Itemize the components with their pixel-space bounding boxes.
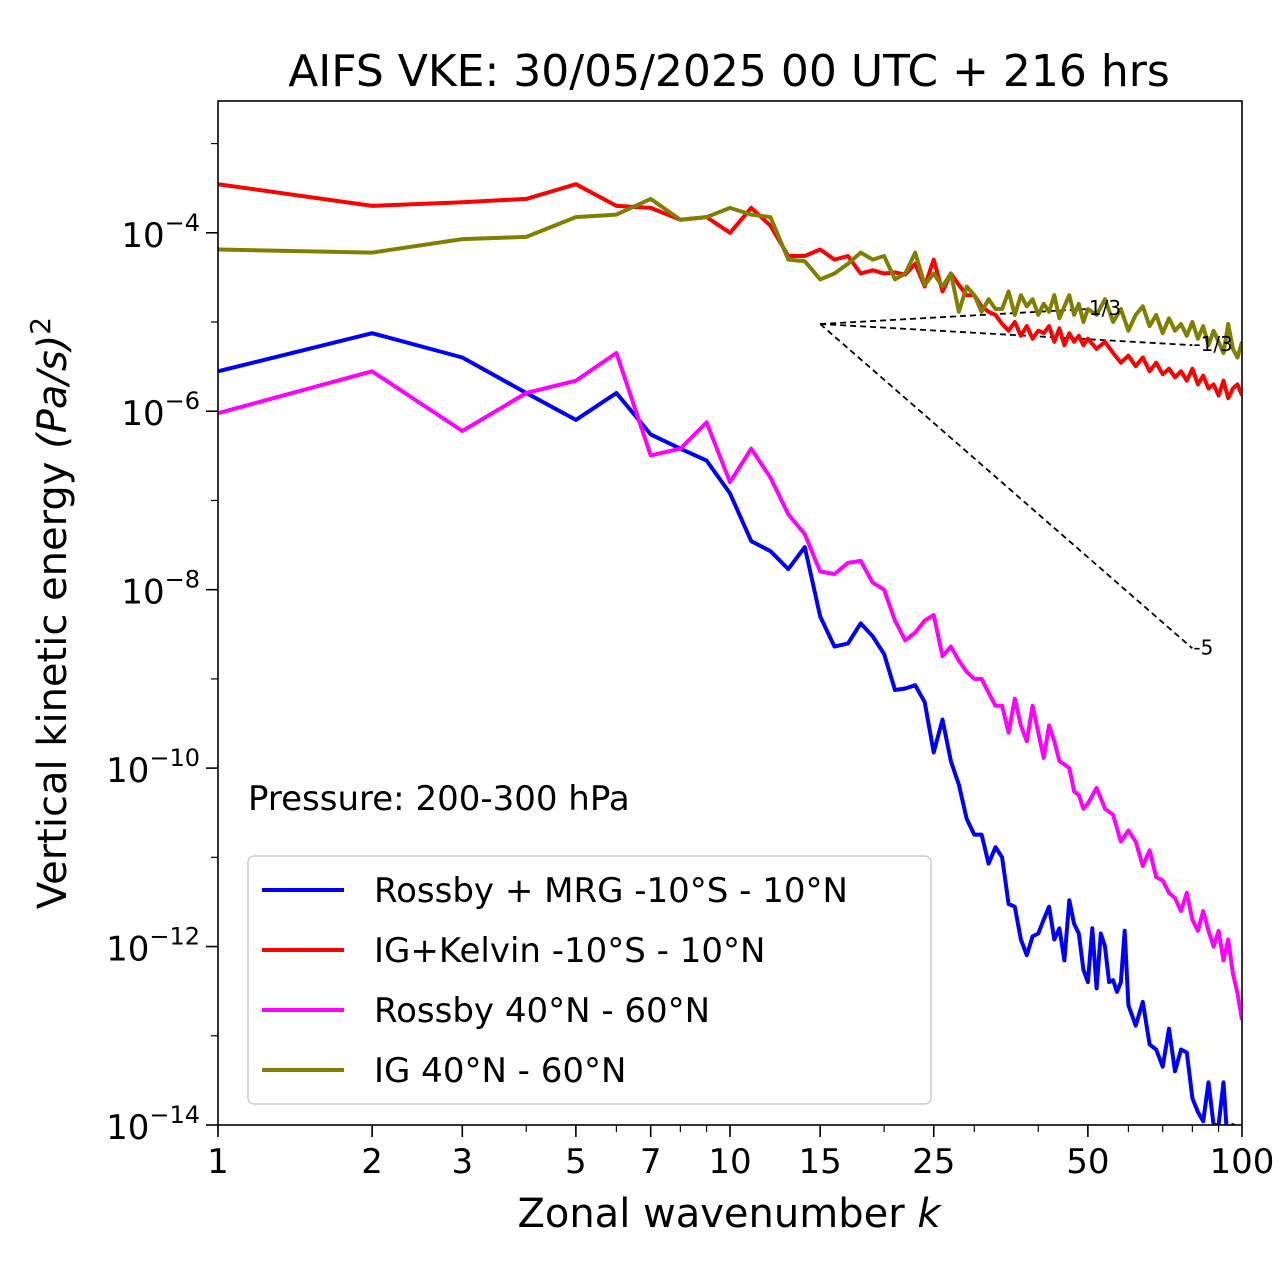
x-tick-label: 2	[361, 1142, 383, 1182]
legend-label: IG 40°N - 60°N	[374, 1051, 626, 1091]
x-tick-label: 15	[799, 1142, 842, 1182]
x-tick-label: 1	[207, 1142, 229, 1182]
reference-slope-labels: 1/3 -1/3 -5	[1089, 296, 1233, 659]
legend-label: Rossby 40°N - 60°N	[374, 991, 710, 1031]
chart-legend: Rossby + MRG -10°S - 10°N IG+Kelvin -10°S…	[247, 855, 932, 1105]
x-tick-labels: 1 2 3 5 7 10 15 25 50 100	[207, 1142, 1274, 1182]
series-line	[218, 331, 1236, 1125]
chart-title: AIFS VKE: 30/05/2025 00 UTC + 216 hrs	[288, 46, 1170, 97]
x-tick-label: 7	[640, 1142, 662, 1182]
x-tick-label: 25	[912, 1142, 955, 1182]
legend-label: Rossby + MRG -10°S - 10°N	[374, 871, 848, 911]
x-tick-label: 10	[708, 1142, 751, 1182]
reference-line	[819, 323, 1193, 650]
x-tick-label: 3	[451, 1142, 473, 1182]
x-tick-label: 5	[565, 1142, 587, 1182]
axes-ticks	[206, 142, 1243, 1137]
reference-slopes	[819, 308, 1193, 650]
legend-box	[247, 855, 932, 1105]
y-tick-label: 10−6	[121, 387, 200, 434]
series-line	[218, 351, 1242, 1021]
y-tick-label: 10−8	[121, 566, 200, 613]
reference-line-label: -1/3	[1193, 332, 1232, 356]
y-tick-label: 10−10	[106, 744, 200, 791]
reference-line	[820, 308, 1088, 325]
y-tick-labels: 10−4 10−6 10−8 10−10 10−12 10−14	[106, 209, 200, 1148]
pressure-annotation: Pressure: 200-300 hPa	[248, 779, 630, 819]
series-line	[218, 182, 1242, 401]
series-line	[218, 196, 1242, 360]
legend-label: IG+Kelvin -10°S - 10°N	[374, 931, 765, 971]
reference-line-label: -5	[1193, 635, 1213, 659]
y-axis-label: Vertical kinetic energy (Pa/s)2	[24, 317, 76, 909]
y-tick-label: 10−12	[106, 923, 200, 970]
plot-frame	[217, 100, 1243, 1126]
x-axis-label: Zonal wavenumber k	[517, 1191, 942, 1237]
data-series	[218, 182, 1242, 1125]
x-tick-label: 50	[1066, 1142, 1109, 1182]
y-tick-label: 10−4	[121, 209, 200, 256]
x-tick-label: 100	[1210, 1142, 1275, 1182]
reference-line-label: 1/3	[1089, 296, 1121, 320]
y-tick-label: 10−14	[106, 1101, 200, 1148]
reference-line	[820, 323, 1193, 347]
